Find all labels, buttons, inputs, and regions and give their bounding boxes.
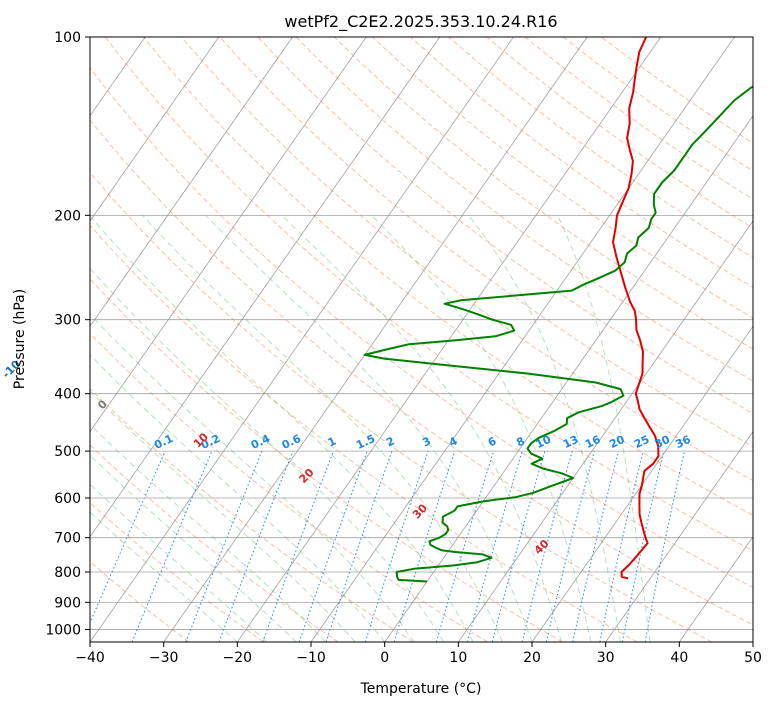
isotherm-line [90,37,441,538]
mixing-ratio-label: 36 [673,433,693,451]
dry-adiabat-line [90,119,753,626]
moist-adiabat-line [90,423,327,642]
mixing-ratio-label: 13 [561,433,580,451]
mixing-ratio-line [467,450,523,642]
isotherm-line [90,37,220,222]
x-tick-label: 30 [597,650,615,666]
mixing-ratio-line [572,450,620,642]
isotherm-line [605,430,753,642]
y-tick-label: 500 [54,444,81,460]
isotherm-line [163,37,588,642]
dry-adiabat-line [181,37,753,482]
x-tick-label: −40 [75,650,105,666]
mixing-ratio-line [521,450,573,642]
dry-adiabat-line [372,37,753,319]
mixing-ratio-line [90,450,166,625]
mixing-ratio-label: 10 [534,433,554,451]
dry-adiabat-line [90,67,753,588]
isotherm-line [457,220,753,642]
dewpoint-profile-line [363,85,753,583]
y-tick-label: 200 [54,208,81,224]
mixing-ratio-line [599,450,644,642]
x-tick-label: 0 [380,650,389,666]
x-tick-label: −20 [223,650,253,666]
grid-lines [90,37,753,642]
dry-adiabat-line [333,37,753,350]
x-axis: −40 −30 −20 −10 0 10 20 30 40 50 [75,642,762,666]
y-tick-label: 800 [54,565,81,581]
isotherm-line [531,325,753,642]
x-tick-label: 50 [744,650,762,666]
moist-adiabat-line [468,214,621,642]
x-tick-label: −10 [296,650,326,666]
dry-adiabat-line [90,278,563,642]
y-tick-label: 300 [54,313,81,329]
x-tick-label: −30 [149,650,179,666]
dry-adiabat-line [90,332,488,642]
mixing-ratio-line [262,450,334,642]
mixing-ratio-label: 25 [632,433,651,451]
moist-adiabat-line [281,214,562,642]
mixing-ratio-line [185,450,263,642]
mixing-ratio-line [545,450,595,642]
chart-title: wetPf2_C2E2.2025.353.10.24.R16 [284,12,557,32]
mixing-ratio-line [364,450,429,642]
temperature-profile-line [612,37,660,580]
y-tick-label: 1000 [45,622,81,638]
dry-adiabat-line [143,37,753,516]
y-tick-label: 400 [54,387,81,403]
moist-adiabat-line [90,267,445,642]
mixing-ratio-label: 16 [583,433,603,451]
dry-adiabat-line [90,171,712,642]
y-axis: 100 200 300 400 500 600 700 800 900 1000 [45,30,90,638]
x-tick-label: 40 [670,650,688,666]
y-tick-label: 100 [54,30,81,46]
mixing-ratio-label: 20 [607,433,627,451]
moist-adiabat-line [90,390,356,642]
moist-adiabat-line [90,215,474,642]
profile-lines [363,37,753,583]
x-axis-title: Temperature (°C) [360,681,482,697]
dry-adiabat-line [219,37,753,448]
mixing-ratio-line [218,450,294,642]
isotherm-line [90,37,367,433]
y-tick-label: 700 [54,531,81,547]
moist-adiabat-line [90,483,268,642]
isotherm-line [236,37,662,642]
mixing-ratio-line [298,450,368,642]
mixing-ratio-line [325,450,393,642]
moist-adiabat-line [142,214,503,642]
y-tick-label: 900 [54,595,81,611]
x-tick-label: 10 [449,650,467,666]
isotherm-line [310,37,735,642]
mixing-ratio-label: 30 [653,433,673,451]
y-axis-title: Pressure (hPa) [12,289,28,389]
isotherm-line [90,37,293,327]
moist-adiabat-line [90,454,297,642]
plot-frame [89,36,754,643]
isotherm-line [678,536,753,642]
y-tick-label: 600 [54,491,81,507]
isotherm-line [384,115,753,642]
dry-adiabat-line [90,560,190,642]
mixing-ratio-line [131,450,213,642]
moist-adiabat-line [557,215,651,642]
x-tick-label: 20 [523,650,541,666]
isotherm-line [90,37,514,642]
